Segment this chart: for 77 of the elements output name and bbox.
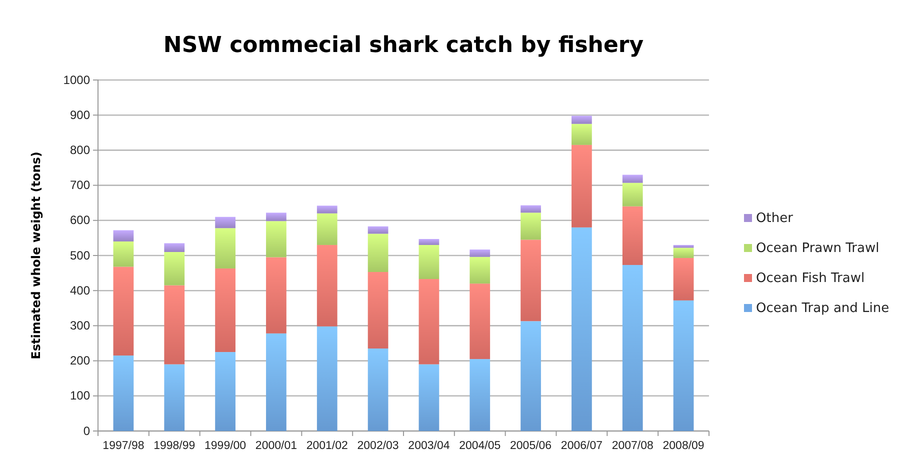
- bar: [572, 116, 592, 124]
- bar: [622, 174, 643, 183]
- bar: [368, 234, 388, 272]
- x-tick-label: 2001/02: [306, 440, 348, 452]
- bar: [470, 284, 490, 360]
- bar: [622, 182, 643, 206]
- bar: [572, 227, 592, 431]
- bar: [316, 326, 338, 431]
- bar: [316, 206, 338, 214]
- x-tick-label: 2007/08: [612, 440, 654, 452]
- y-tick-label: 300: [70, 318, 90, 333]
- y-axis-title: Estimated whole weight (tons): [29, 152, 43, 360]
- bar: [572, 124, 592, 145]
- legend-label: Ocean Trap and Line: [756, 301, 890, 316]
- bar: [316, 244, 338, 326]
- bar: [520, 240, 541, 322]
- legend-label: Other: [756, 211, 794, 226]
- bar: [622, 206, 643, 265]
- bar: [673, 244, 694, 248]
- x-tick-label: 2005/06: [510, 440, 552, 452]
- x-tick-label: 1998/99: [154, 440, 196, 452]
- bar: [520, 212, 541, 240]
- y-tick-label: 100: [70, 388, 90, 403]
- bar: [418, 239, 440, 245]
- y-tick-label: 1000: [63, 72, 90, 87]
- bar: [316, 213, 338, 245]
- y-tick-label: 400: [70, 283, 90, 298]
- bar: [418, 244, 440, 280]
- x-tick-label: 2008/09: [662, 440, 704, 452]
- y-tick-label: 800: [70, 143, 90, 158]
- legend-label: Ocean Fish Trawl: [756, 271, 865, 286]
- bar: [266, 257, 286, 334]
- x-tick-label: 2002/03: [357, 440, 399, 452]
- bar: [418, 279, 440, 364]
- y-tick-label: 500: [70, 248, 90, 262]
- bar: [113, 356, 134, 431]
- bar: [215, 268, 236, 352]
- y-tick-label: 200: [70, 354, 90, 368]
- x-tick-label: 2000/01: [255, 440, 297, 452]
- bar: [368, 226, 388, 234]
- bar: [520, 205, 541, 213]
- x-tick-label: 1997/98: [102, 440, 144, 452]
- bar: [470, 256, 490, 284]
- bar: [622, 264, 643, 431]
- bar: [470, 250, 490, 257]
- bar: [673, 248, 694, 258]
- bar: [113, 266, 134, 356]
- bar: [470, 359, 490, 431]
- y-tick-label: 900: [70, 108, 90, 122]
- bar: [215, 216, 236, 228]
- bar: [368, 272, 388, 349]
- bar: [164, 252, 185, 286]
- bar: [164, 243, 185, 252]
- x-tick-label: 1999/00: [204, 440, 246, 452]
- bar: [418, 364, 440, 431]
- x-tick-label: 2006/07: [560, 440, 602, 452]
- bar: [113, 241, 134, 267]
- bar: [215, 352, 236, 431]
- bar: [572, 144, 592, 228]
- bar: [266, 221, 286, 258]
- bar: [673, 258, 694, 300]
- chart-title: NSW commecial shark catch by fishery: [163, 33, 644, 58]
- bar: [520, 321, 541, 431]
- x-tick-label: 2004/05: [459, 440, 501, 452]
- x-tick-label: 2003/04: [408, 440, 450, 452]
- bar: [164, 364, 185, 431]
- bar: [113, 230, 134, 242]
- bar: [266, 333, 286, 431]
- legend-label: Ocean Prawn Trawl: [756, 241, 880, 256]
- bar: [215, 228, 236, 268]
- bar: [266, 212, 286, 222]
- bar: [164, 285, 185, 364]
- bar: [368, 348, 388, 431]
- y-tick-label: 600: [70, 213, 90, 228]
- y-tick-label: 0: [83, 424, 90, 438]
- y-tick-label: 700: [70, 178, 90, 192]
- bar: [673, 300, 694, 431]
